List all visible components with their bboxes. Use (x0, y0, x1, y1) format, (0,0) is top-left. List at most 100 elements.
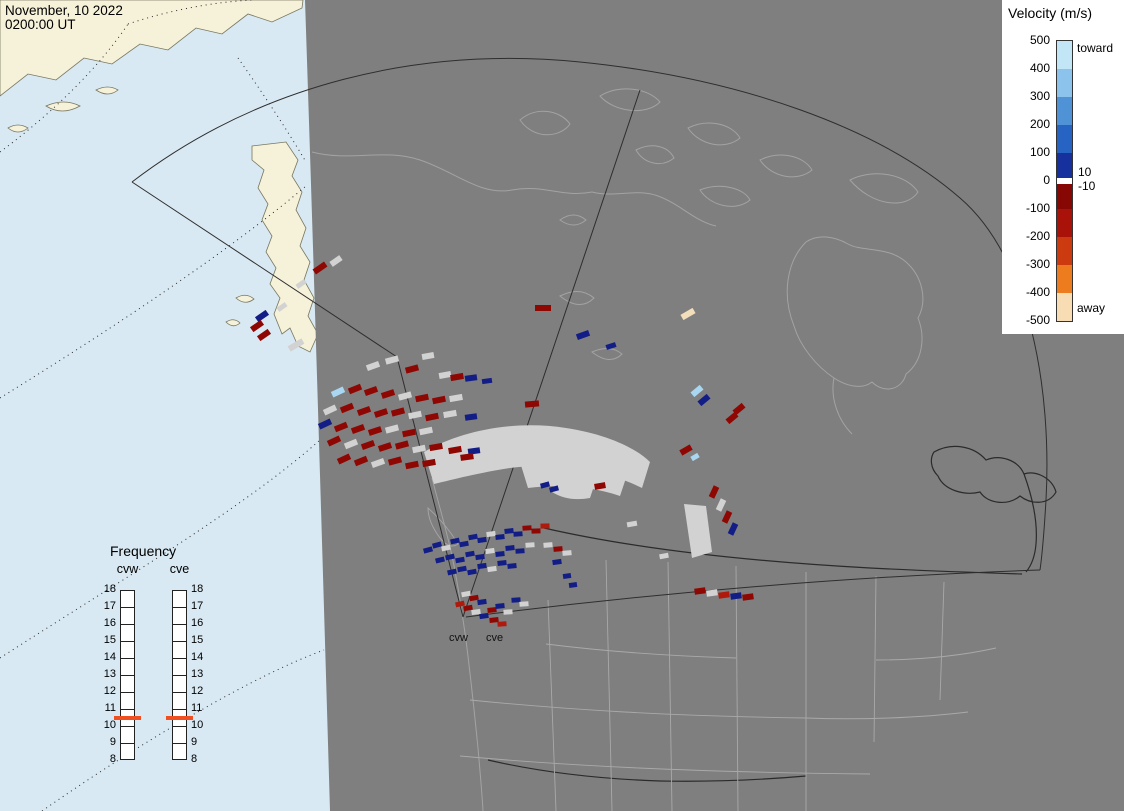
frequency-scale-divider (121, 658, 134, 659)
upper-threshold-label: 10 (1078, 165, 1092, 179)
frequency-tick-label: 11 (104, 702, 116, 714)
velocity-cell (522, 525, 532, 531)
velocity-cell (367, 426, 383, 436)
frequency-scale-divider (173, 641, 186, 642)
velocity-cell (276, 302, 288, 312)
state-border (875, 647, 997, 661)
velocity-cell (353, 455, 369, 467)
frequency-tick-label: 13 (103, 668, 116, 680)
velocity-tick-label: -400 (1025, 285, 1050, 299)
radar-site-label-cvw: cvw (449, 632, 468, 644)
frequency-scale-divider (121, 709, 134, 710)
frequency-tick-label: 15 (191, 634, 204, 646)
velocity-cell (553, 546, 563, 552)
velocity-cell (350, 423, 366, 435)
velocity-cell (690, 452, 700, 462)
velocity-cell (531, 528, 541, 534)
velocity-cell (477, 598, 487, 606)
velocity-colorbar-segment (1057, 183, 1072, 209)
velocity-cell (679, 444, 693, 456)
coastline (591, 191, 717, 227)
frequency-scale-divider (121, 607, 134, 608)
velocity-cell (370, 457, 386, 469)
velocity-cell (339, 402, 355, 414)
velocity-tick-label: 500 (1029, 33, 1050, 47)
velocity-cell (421, 352, 435, 360)
frequency-scale-divider (121, 675, 134, 676)
velocity-cell (543, 542, 553, 548)
graticule-line (0, 439, 321, 659)
velocity-cell (256, 328, 272, 342)
frequency-tick-label: 8 (191, 753, 198, 765)
velocity-cell (435, 556, 445, 564)
frequency-tick-label: 10 (103, 719, 116, 731)
velocity-colorbar-segment (1057, 264, 1072, 293)
velocity-cell (715, 498, 727, 512)
velocity-cell (511, 597, 521, 603)
fov-left-edge (131, 181, 398, 358)
velocity-cell (322, 404, 338, 416)
fov-outer-arc (131, 58, 1048, 571)
fov-divider (462, 89, 641, 618)
velocity-cell (552, 558, 562, 566)
ground-scatter (424, 425, 712, 558)
velocity-cell (365, 360, 381, 372)
frequency-scale-divider (173, 726, 186, 727)
lower-threshold-label: -10 (1078, 179, 1096, 193)
velocity-tick-label: -100 (1025, 201, 1050, 215)
arctic-island (519, 110, 571, 136)
velocity-cell (513, 531, 523, 537)
velocity-cell (254, 309, 270, 323)
state-border (605, 559, 613, 811)
velocity-cell (333, 421, 349, 433)
velocity-cell (461, 590, 471, 598)
velocity-cell (495, 603, 505, 609)
state-borders (459, 559, 997, 811)
lake (559, 291, 595, 305)
frequency-scale-divider (173, 692, 186, 693)
velocity-cell (360, 439, 376, 451)
arctic-island (759, 154, 813, 178)
velocity-cell (295, 279, 307, 289)
velocity-cell (384, 424, 400, 434)
velocity-cells-layer (249, 255, 754, 627)
velocity-colorbar-segment (1057, 125, 1072, 153)
island (235, 294, 255, 303)
velocity-colorbar-segment (1057, 236, 1072, 265)
velocity-cell (463, 604, 473, 612)
frequency-tick-label: 18 (103, 583, 116, 595)
frequency-tick-label: 16 (191, 617, 204, 629)
velocity-tick-label: -200 (1025, 229, 1050, 243)
velocity-cell (422, 458, 436, 468)
velocity-cell (549, 485, 559, 493)
velocity-cell (481, 377, 493, 385)
velocity-cell (568, 581, 578, 589)
state-border (547, 599, 557, 811)
velocity-cell (487, 565, 497, 573)
velocity-cell (718, 591, 730, 599)
arctic-island (559, 214, 587, 226)
velocity-tick-label: 100 (1029, 145, 1050, 159)
velocity-cell (380, 389, 396, 399)
velocity-cell (479, 612, 489, 620)
velocity-legend-title: Velocity (m/s) (1008, 5, 1093, 21)
state-border (873, 575, 877, 743)
frequency-tick-label: 12 (191, 685, 204, 697)
frequency-marker (114, 715, 141, 720)
island (45, 101, 81, 112)
coastline (311, 151, 593, 195)
velocity-cell (445, 553, 455, 561)
velocity-colorbar-segment (1057, 69, 1072, 97)
velocity-cell (505, 545, 515, 551)
frequency-scale-divider (173, 743, 186, 744)
frequency-tick-label: 10 (191, 719, 204, 731)
velocity-cell (495, 551, 505, 557)
daylit-land (0, 0, 319, 353)
hudson-bay-south (832, 377, 853, 435)
velocity-cell (594, 482, 606, 490)
velocity-cell (438, 371, 452, 379)
frequency-scale-divider (121, 692, 134, 693)
time-label: 0200:00 UT (5, 17, 76, 32)
velocity-cell (387, 456, 403, 466)
velocity-cell (515, 548, 525, 554)
